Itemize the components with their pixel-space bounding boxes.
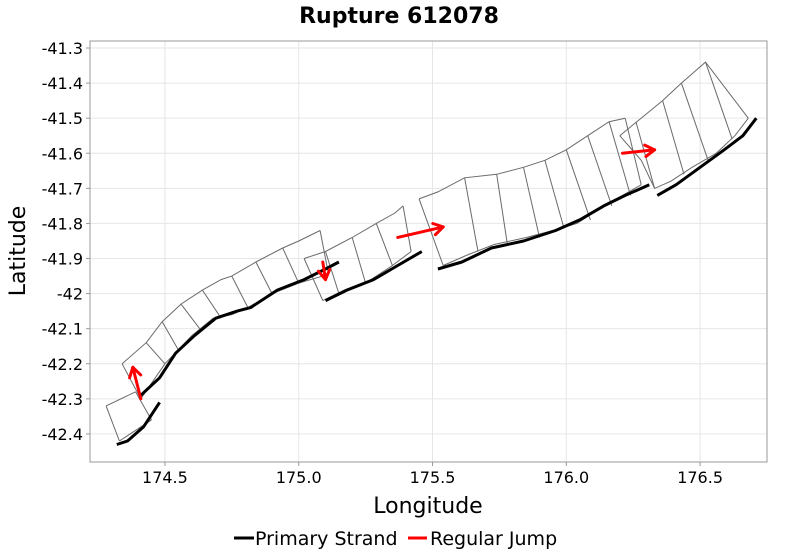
y-axis-ticks: -41.3 -41.4 -41.5 -41.6 -41.7 -41.8 -41.9 -42 -4… <box>42 39 90 444</box>
primary-strand-trace <box>656 117 758 197</box>
regular-jump-arrow <box>316 260 332 282</box>
fault-section-edge <box>201 289 222 319</box>
x-axis-label: Longitude <box>373 494 482 519</box>
fault-section-edge <box>145 342 166 365</box>
fault-section-edge <box>105 391 136 407</box>
fault-section-edge <box>402 205 412 252</box>
y-tick-label: -41.3 <box>42 39 83 58</box>
y-tick-label: -42.4 <box>42 425 83 444</box>
fault-section-edge <box>544 160 565 228</box>
y-tick-label: -41.8 <box>42 214 83 233</box>
y-tick-label: -41.5 <box>42 109 83 128</box>
jump-arrowhead <box>643 143 657 158</box>
x-tick-label: 176.5 <box>677 468 723 487</box>
fault-section-edge <box>303 258 324 301</box>
fault-section-edge <box>231 275 249 308</box>
fault-section-edge <box>496 174 508 245</box>
fault-section-edge <box>587 135 613 207</box>
fault-section-edge <box>135 391 152 421</box>
fault-section-edge <box>662 100 685 175</box>
primary-strand-trace <box>437 183 650 271</box>
fault-section-edge <box>121 230 321 365</box>
fault-section-edge <box>105 405 120 442</box>
primary-strand-trace <box>139 260 340 397</box>
primary-strand-traces <box>116 117 758 446</box>
jump-shaft <box>321 260 327 282</box>
regular-jump-arrows <box>128 143 657 401</box>
fault-section-edge <box>464 177 479 252</box>
jump-arrowhead <box>128 365 143 380</box>
fault-section-edge <box>161 321 179 350</box>
y-axis-label: Latitude <box>6 206 31 297</box>
fault-section-outlines <box>105 61 749 442</box>
y-tick-label: -42.3 <box>42 390 83 409</box>
grid-lines <box>90 41 767 462</box>
primary-strand-trace <box>116 401 161 446</box>
legend: Primary Strand Regular Jump <box>234 528 557 550</box>
fault-section-edge <box>351 237 367 284</box>
fault-section-edge <box>635 121 656 189</box>
y-tick-label: -42 <box>57 285 83 304</box>
jump-shaft <box>131 365 143 401</box>
y-tick-label: -42.1 <box>42 320 83 339</box>
x-tick-label: 175.5 <box>410 468 456 487</box>
fault-section-edge <box>418 198 444 266</box>
fault-section-edge <box>140 272 329 400</box>
primary-strand-trace <box>324 250 423 302</box>
jump-arrowhead <box>431 222 445 237</box>
y-tick-label: -41.9 <box>42 250 83 269</box>
x-tick-label: 175.0 <box>276 468 322 487</box>
chart-title: Rupture 612078 <box>299 4 499 29</box>
y-tick-label: -41.4 <box>42 74 83 93</box>
fault-section-edge <box>303 205 404 259</box>
fault-section-edge <box>418 117 626 200</box>
jump-shaft <box>396 225 445 239</box>
x-axis-ticks: 174.5 175.0 175.5 176.0 176.5 <box>142 462 723 487</box>
fault-section-edge <box>375 223 393 266</box>
y-tick-label: -41.7 <box>42 179 83 198</box>
x-tick-label: 174.5 <box>142 468 188 487</box>
fault-section-edge <box>325 251 340 294</box>
fault-section-edge <box>282 247 300 284</box>
jump-arrowhead <box>316 267 332 282</box>
fault-section-edge <box>565 149 591 221</box>
regular-jump-arrow <box>128 365 143 401</box>
regular-jump-arrow <box>396 222 445 239</box>
fault-section-edge <box>619 61 749 137</box>
fault-section-edge <box>121 363 142 400</box>
legend-label-primary-strand: Primary Strand <box>255 528 398 550</box>
jump-shaft <box>621 148 657 155</box>
y-tick-label: -41.6 <box>42 144 83 163</box>
y-tick-label: -42.2 <box>42 355 83 374</box>
fault-section-edge <box>705 61 733 140</box>
fault-section-edge <box>255 261 273 294</box>
fault-section-edge <box>180 303 201 330</box>
plot-frame <box>89 40 768 463</box>
x-tick-label: 176.0 <box>543 468 589 487</box>
legend-label-regular-jump: Regular Jump <box>430 528 557 550</box>
fault-section-edge <box>608 121 631 196</box>
regular-jump-arrow <box>621 143 657 158</box>
fault-section-edge <box>680 82 709 161</box>
fault-section-edge <box>523 167 540 238</box>
